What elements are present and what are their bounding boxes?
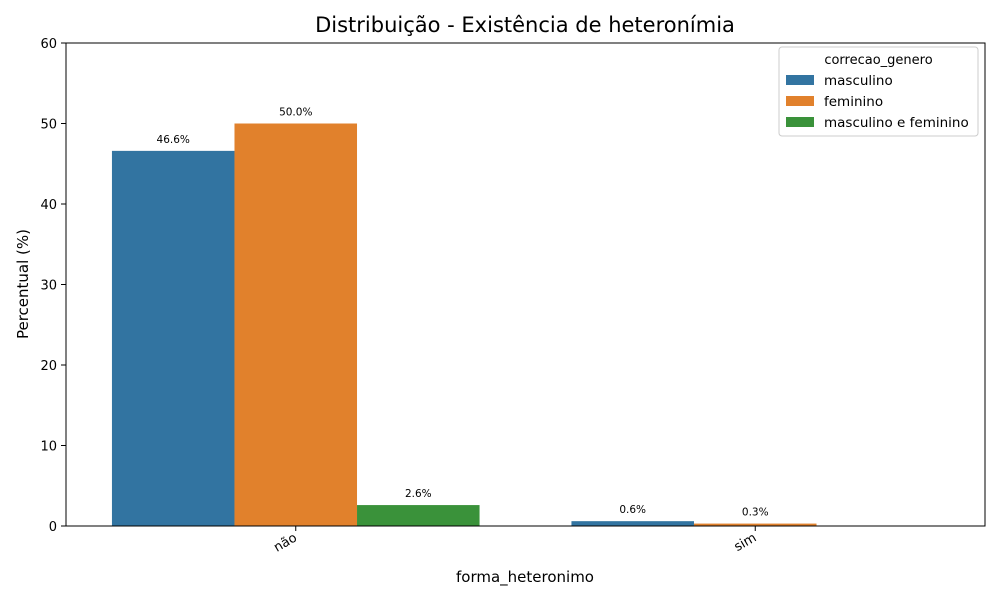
chart-title: Distribuição - Existência de heteronímia bbox=[315, 13, 735, 37]
y-tick-label-50: 50 bbox=[40, 118, 57, 133]
legend-swatch-masculino-e-feminino bbox=[786, 117, 814, 127]
data-label-masculino-1: 0.6% bbox=[619, 504, 646, 516]
legend-box bbox=[778, 46, 979, 137]
y-tick-label-0: 0 bbox=[49, 520, 57, 535]
data-label-feminino-0: 50.0% bbox=[279, 107, 312, 119]
bar-masculino-e-feminino-0 bbox=[357, 505, 480, 526]
bar-masculino-0 bbox=[111, 150, 235, 526]
x-axis-label: forma_heteronimo bbox=[456, 568, 594, 587]
legend-swatch-feminino bbox=[786, 96, 814, 106]
data-label-feminino-1: 0.3% bbox=[742, 507, 769, 519]
plot-area: 46.6% 0.6% 50.0% 0.3% 2.6% 0 10 20 30 40 50 60 não si… bbox=[40, 37, 986, 556]
legend: correcao_genero masculino feminino masculin… bbox=[778, 46, 979, 137]
x-tick-label-0: não bbox=[271, 530, 299, 555]
y-tick-label-20: 20 bbox=[40, 359, 57, 374]
legend-label-masculino: masculino bbox=[824, 73, 893, 89]
data-label-masculino-0: 46.6% bbox=[157, 134, 190, 146]
y-tick-label-30: 30 bbox=[40, 279, 57, 294]
legend-title: correcao_genero bbox=[824, 53, 932, 68]
legend-label-feminino: feminino bbox=[824, 94, 883, 110]
x-tick-label-1: sim bbox=[732, 530, 759, 555]
data-label-masculino-e-feminino-0: 2.6% bbox=[405, 488, 432, 500]
bar-masculino-1 bbox=[571, 521, 694, 526]
y-tick-label-60: 60 bbox=[40, 37, 57, 52]
y-tick-label-10: 10 bbox=[40, 440, 57, 455]
bar-feminino-0 bbox=[234, 123, 358, 526]
legend-swatch-masculino bbox=[786, 75, 814, 85]
y-axis-label: Percentual (%) bbox=[14, 229, 32, 339]
y-tick-label-40: 40 bbox=[40, 198, 57, 213]
legend-label-masculino-e-feminino: masculino e feminino bbox=[824, 115, 969, 131]
bar-feminino-1 bbox=[693, 523, 817, 526]
